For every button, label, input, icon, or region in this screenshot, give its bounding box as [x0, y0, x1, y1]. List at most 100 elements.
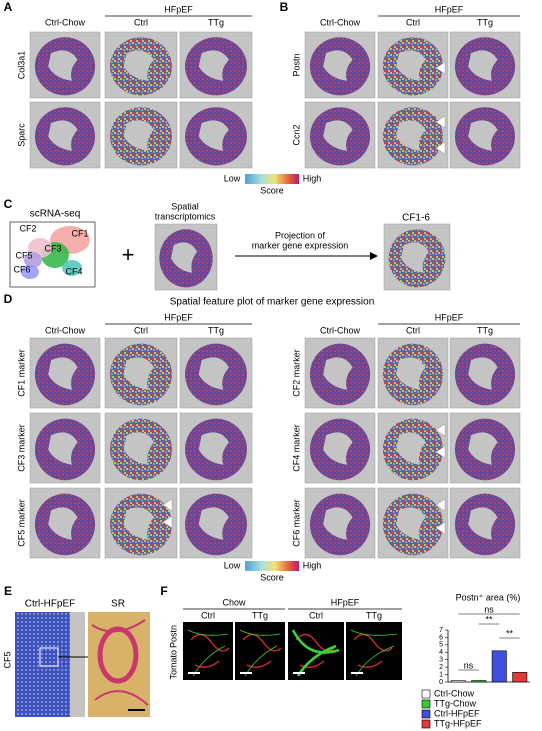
colorbar — [245, 174, 299, 184]
legend-label: TTg-HFpEF — [434, 718, 482, 728]
umap-cluster — [24, 252, 42, 268]
result-title: CF1-6 — [402, 213, 430, 224]
panel-label: B — [280, 0, 289, 14]
column-header: TTg — [208, 325, 224, 335]
column-header: Ctrl — [134, 17, 148, 27]
row-label: Ccn2 — [291, 124, 301, 145]
ventricle-lumen — [123, 507, 154, 540]
row-label: CF5 marker — [16, 499, 26, 547]
y-tick-label: 4 — [439, 649, 443, 656]
y-tick-label: 1 — [439, 671, 443, 678]
spatial-title: Spatial — [171, 201, 199, 211]
group-header: HFpEF — [164, 312, 193, 322]
column-header: TTg — [477, 17, 493, 27]
arrowhead — [435, 115, 446, 129]
column-header: Ctrl-HFpEF — [25, 599, 76, 610]
ventricle-lumen — [123, 50, 154, 81]
significance-label: ns — [484, 604, 494, 614]
column-header: TTg — [366, 610, 382, 620]
column-header: TTg — [477, 325, 493, 335]
ventricle-lumen — [198, 507, 229, 540]
collagen — [91, 619, 149, 706]
ventricle-lumen — [468, 432, 498, 465]
arrowhead — [435, 445, 446, 459]
spatial-title: transcriptomics — [155, 211, 216, 221]
stain-label: Tomato — [168, 650, 178, 680]
projection-text: marker gene expression — [252, 240, 349, 250]
scrna-title: scRNA-seq — [30, 209, 81, 220]
tomato-signal — [190, 633, 230, 668]
arrowhead — [435, 423, 446, 437]
panel-label: A — [4, 0, 13, 14]
ventricle-lumen — [198, 432, 229, 465]
tomato-signal — [295, 633, 335, 668]
ventricle-lumen — [198, 357, 229, 390]
colorbar-low: Low — [224, 173, 241, 183]
row-label: CF1 marker — [16, 349, 26, 397]
column-header: Ctrl-Chow — [45, 17, 86, 27]
cluster-label: CF3 — [44, 243, 61, 253]
group-header: Chow — [222, 597, 246, 607]
ventricle-lumen — [323, 120, 353, 151]
spatial-zoom-edge — [70, 612, 85, 717]
colorbar-low: Low — [224, 560, 241, 570]
ventricle-lumen — [198, 50, 229, 81]
legend-label: Ctrl-HFpEF — [434, 708, 480, 718]
y-tick-label: 7 — [439, 627, 443, 634]
stain-label: Postn — [168, 625, 178, 648]
fluorescence-image — [346, 622, 402, 680]
legend-label: Ctrl-Chow — [434, 688, 475, 698]
column-header: TTg — [208, 17, 224, 27]
cluster-label: CF6 — [13, 264, 30, 274]
cluster-label: CF1 — [71, 228, 88, 238]
colorbar — [245, 561, 299, 571]
ventricle-lumen — [48, 50, 78, 81]
ventricle-lumen — [396, 432, 426, 465]
column-header: Ctrl-Chow — [45, 325, 86, 335]
row-label: CF6 marker — [291, 499, 301, 547]
arrowhead — [435, 61, 446, 75]
y-tick-label: 5 — [439, 642, 443, 649]
ventricle-lumen — [48, 120, 78, 151]
row-label: Col3a1 — [16, 51, 26, 80]
arrowhead — [435, 521, 446, 535]
y-tick-label: 0 — [439, 679, 443, 686]
ventricle-lumen — [396, 507, 426, 540]
ventricle-lumen — [323, 432, 353, 465]
bar — [491, 650, 507, 683]
row-label: CF5 — [2, 651, 12, 668]
ventricle-lumen — [401, 242, 429, 273]
column-header: Ctrl-Chow — [320, 325, 361, 335]
colorbar-high: High — [303, 173, 322, 183]
ventricle-lumen — [323, 50, 353, 81]
y-tick-label: 3 — [439, 657, 443, 664]
ventricle-lumen — [468, 50, 498, 81]
colorbar-high: High — [303, 560, 322, 570]
colorbar-title: Score — [260, 572, 284, 582]
ventricle-lumen — [323, 357, 353, 390]
column-header: Ctrl — [406, 325, 420, 335]
cluster-label: CF2 — [19, 223, 36, 233]
group-header: HFpEF — [331, 597, 360, 607]
row-label: CF2 marker — [291, 349, 301, 397]
significance-label: ** — [506, 628, 514, 638]
panel-label: C — [4, 197, 13, 211]
row-label: Sparc — [16, 123, 26, 147]
column-header: TTg — [252, 610, 268, 620]
column-header: Ctrl — [201, 610, 215, 620]
ventricle-lumen — [48, 507, 78, 540]
column-header: Ctrl — [134, 325, 148, 335]
significance-label: ** — [485, 614, 493, 624]
group-header: HFpEF — [435, 312, 464, 322]
arrowhead — [162, 515, 173, 529]
projection-text: Projection of — [275, 230, 326, 240]
ventricle-lumen — [396, 50, 426, 81]
ventricle-lumen — [123, 120, 154, 151]
content: A HFpEF Ctrl-Chow Ctrl TTg Col3a1 Sparc B HFpEF C… — [2, 0, 530, 728]
column-header: Ctrl — [406, 17, 420, 27]
panel-label: D — [4, 292, 13, 306]
chart-title: Postn⁺ area (%) — [456, 592, 521, 602]
legend-swatch — [421, 719, 431, 729]
ventricle-lumen — [396, 357, 426, 390]
